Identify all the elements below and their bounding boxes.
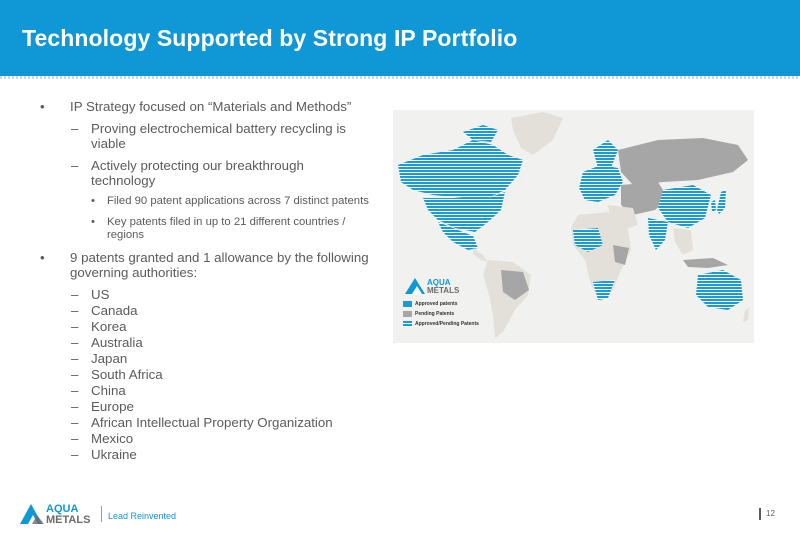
authority-label: Mexico: [91, 431, 134, 446]
bullet-marker: •: [40, 250, 45, 265]
south-africa-shape: [593, 280, 615, 300]
bullet-granted: • 9 patents granted and 1 allowance by t…: [40, 250, 370, 280]
bullet-ip-strategy: • IP Strategy focused on “Materials and …: [40, 99, 370, 114]
authority-item: – South Africa: [40, 367, 370, 382]
authority-item: – African Intellectual Property Organizat…: [40, 415, 370, 430]
canada-shape: [398, 140, 523, 198]
authority-label: African Intellectual Property Organizati…: [91, 415, 333, 430]
indonesia-shape: [683, 258, 728, 268]
slide-header: Technology Supported by Strong IP Portfo…: [0, 0, 800, 76]
footer-divider: [101, 506, 102, 522]
east-africa-pending-shape: [613, 245, 629, 265]
slide-title: Technology Supported by Strong IP Portfo…: [22, 25, 518, 51]
bullet-marker: •: [91, 216, 95, 228]
europe-shape: [579, 165, 623, 202]
aqua-metals-logo: AQUA METALS: [405, 278, 460, 295]
sub-bullet-proving: – Proving electrochemical battery recycl…: [40, 121, 370, 151]
authority-label: Canada: [91, 303, 138, 318]
authority-item: – Mexico: [40, 431, 370, 446]
dash-marker: –: [71, 303, 79, 318]
authority-label: Japan: [91, 351, 128, 366]
dash-marker: –: [71, 447, 79, 462]
dash-marker: –: [71, 383, 79, 398]
dash-marker: –: [71, 431, 79, 446]
authority-item: – Australia: [40, 335, 370, 350]
authority-item: – US: [40, 287, 370, 302]
russia-shape: [618, 138, 748, 185]
new-zealand-shape: [743, 308, 749, 322]
authority-item: – Korea: [40, 319, 370, 334]
central-asia-shape: [621, 182, 668, 215]
mexico-shape: [438, 222, 478, 250]
bullet-text: IP Strategy focused on “Materials and Me…: [70, 99, 352, 114]
australia-shape: [696, 270, 743, 310]
header-divider: [0, 76, 800, 79]
legend-swatch: [403, 321, 412, 327]
dash-marker: –: [71, 319, 79, 334]
authority-label: Ukraine: [91, 447, 137, 462]
dash-marker: –: [71, 121, 79, 136]
footer-logo-top: AQUA: [46, 503, 78, 515]
bullet-marker: •: [40, 99, 45, 114]
sub-bullet-protecting: – Actively protecting our breakthrough t…: [40, 158, 370, 188]
bullet-text: 9 patents granted and 1 allowance by the…: [70, 250, 369, 280]
legend-label: Pending Patents: [415, 311, 455, 317]
authority-item: – Europe: [40, 399, 370, 414]
legend-swatch: [403, 311, 412, 317]
footer-tagline: Lead Reinvented: [108, 511, 176, 521]
bullet-list: • IP Strategy focused on “Materials and …: [40, 99, 370, 463]
dash-marker: –: [71, 158, 79, 173]
sub-sub-bullet-key-patents: • Key patents filed in up to 21 differen…: [40, 216, 370, 242]
legend-item-approved: Approved patents: [403, 300, 523, 310]
greenland-shape: [511, 112, 563, 155]
legend-swatch: [403, 301, 412, 307]
authority-label: South Africa: [91, 367, 163, 382]
authority-label: Korea: [91, 319, 127, 334]
dash-marker: –: [71, 415, 79, 430]
legend-item-pending: Pending Patents: [403, 310, 523, 320]
india-shape: [648, 218, 668, 250]
authority-item: – Ukraine: [40, 447, 370, 462]
sub-bullet-text: Proving electrochemical battery recyclin…: [91, 121, 346, 151]
sub-bullet-text: Actively protecting our breakthrough tec…: [91, 158, 304, 188]
oapi-africa-shape: [573, 228, 603, 252]
korea-shape: [711, 200, 716, 212]
china-shape: [658, 185, 711, 228]
authority-item: – Japan: [40, 351, 370, 366]
legend-logo-top: AQUA: [427, 278, 451, 287]
authority-label: Europe: [91, 399, 134, 414]
dash-marker: –: [71, 367, 79, 382]
legend-label: Approved patents: [415, 301, 458, 307]
legend-logo-bottom: METALS: [427, 286, 460, 295]
usa-shape: [423, 192, 505, 232]
japan-shape: [717, 190, 726, 214]
sub-sub-bullet-filed: • Filed 90 patent applications across 7 …: [40, 195, 370, 208]
authority-item: – Canada: [40, 303, 370, 318]
authority-label: China: [91, 383, 126, 398]
footer-logo-bottom: METALS: [46, 514, 90, 526]
central-america-shape: [473, 248, 488, 262]
footer-logo: AQUA METALS Lead Reinvented: [20, 503, 176, 526]
world-map-graphic: [393, 110, 754, 343]
sub-sub-bullet-text: Key patents filed in up to 21 different …: [107, 216, 346, 241]
authority-label: US: [91, 287, 110, 302]
page-number: 12: [766, 509, 775, 518]
authority-item: – China: [40, 383, 370, 398]
dash-marker: –: [71, 351, 79, 366]
sub-sub-bullet-text: Filed 90 patent applications across 7 di…: [107, 195, 369, 207]
authority-label: Australia: [91, 335, 143, 350]
page-number-divider: [759, 508, 761, 520]
legend-item-approved-pending: Approved/Pending Patents: [403, 320, 523, 330]
world-patent-map: [393, 110, 754, 343]
brazil-pending-shape: [501, 270, 529, 300]
se-asia-shape: [673, 228, 693, 255]
dash-marker: –: [71, 287, 79, 302]
scandinavia-shape: [593, 140, 618, 168]
bullet-marker: •: [91, 195, 95, 207]
legend-label: Approved/Pending Patents: [415, 321, 479, 327]
arctic-islands-shape: [463, 125, 498, 142]
dash-marker: –: [71, 399, 79, 414]
dash-marker: –: [71, 335, 79, 350]
